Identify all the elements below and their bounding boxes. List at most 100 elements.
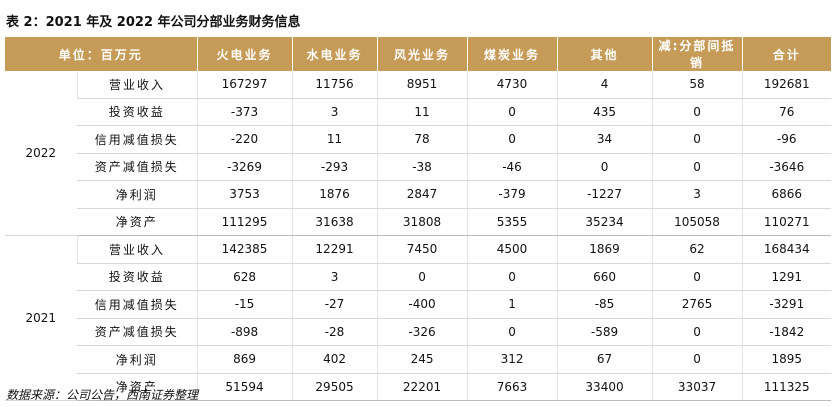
value-cell: 0 (556, 153, 653, 181)
value-cell: 31808 (376, 208, 468, 236)
row-label: 信用减值损失 (77, 125, 198, 154)
table-title: 表 2：2021 年及 2022 年公司分部业务财务信息 (6, 15, 301, 30)
value-cell: 29505 (291, 373, 378, 401)
value-cell: -28 (291, 318, 378, 346)
value-cell: 0 (466, 125, 558, 154)
value-cell: 33400 (556, 373, 653, 401)
value-cell: 7450 (376, 235, 468, 264)
value-cell: -1227 (556, 180, 653, 209)
data-row: 信用减值损失 -15 -27 -400 1 -85 2765 -3291 (5, 290, 832, 319)
row-label: 营业收入 (76, 71, 198, 99)
value-cell: 22201 (376, 373, 468, 401)
value-cell: 3 (291, 263, 378, 291)
value-cell: 110271 (741, 208, 832, 236)
value-cell: 0 (466, 98, 558, 126)
value-cell: 0 (376, 263, 468, 291)
segment-table: 单位：百万元 火电业务 水电业务 风光业务 煤炭业务 其他 减:分部间抵销 合计 2022 营业… (5, 37, 832, 401)
value-cell: 33037 (651, 373, 743, 401)
row-label: 营业收入 (76, 235, 198, 264)
value-cell: 435 (556, 98, 653, 126)
value-cell: 192681 (741, 71, 832, 99)
value-cell: 7663 (466, 373, 558, 401)
data-row: 投资收益 -373 3 11 0 435 0 76 (5, 98, 832, 126)
data-row: 信用减值损失 -220 11 78 0 34 0 -96 (5, 125, 832, 154)
value-cell: -220 (196, 125, 293, 154)
value-cell: 3 (651, 180, 743, 209)
header-cell: 水电业务 (291, 37, 378, 71)
value-cell: -379 (466, 180, 558, 209)
value-cell: 8951 (376, 71, 468, 99)
value-cell: 0 (651, 345, 743, 374)
value-cell: -1842 (741, 318, 832, 346)
value-cell: 51594 (196, 373, 293, 401)
value-cell: 3 (291, 98, 378, 126)
data-row: 净利润 3753 1876 2847 -379 -1227 3 6866 (5, 180, 832, 209)
header-cell: 其他 (556, 37, 653, 71)
header-cell: 煤炭业务 (466, 37, 558, 71)
header-cell: 风光业务 (376, 37, 468, 71)
header-cell: 火电业务 (196, 37, 293, 71)
value-cell: 0 (651, 98, 743, 126)
value-cell: -293 (291, 153, 378, 181)
value-cell: 168434 (741, 235, 832, 264)
row-label: 投资收益 (77, 263, 198, 291)
value-cell: 2765 (651, 290, 743, 319)
header-cell: 减:分部间抵销 (651, 37, 743, 71)
value-cell: 0 (651, 263, 743, 291)
data-row: 净利润 869 402 245 312 67 0 1895 (5, 345, 832, 374)
value-cell: 34 (556, 125, 653, 154)
row-label: 净资产 (77, 373, 198, 401)
value-cell: 0 (651, 125, 743, 154)
value-cell: 35234 (556, 208, 653, 236)
value-cell: 660 (556, 263, 653, 291)
value-cell: 58 (651, 71, 743, 99)
value-cell: -589 (556, 318, 653, 346)
data-row: 净资产 111295 31638 31808 5355 35234 105058 110271 (5, 208, 832, 236)
value-cell: 142385 (196, 235, 293, 264)
value-cell: 2847 (376, 180, 468, 209)
value-cell: 0 (651, 318, 743, 346)
header-cell: 单位：百万元 (5, 37, 198, 71)
source-note: 数据来源：公司公告，西南证券整理 (6, 388, 199, 402)
value-cell: -373 (196, 98, 293, 126)
value-cell: 6866 (741, 180, 832, 209)
row-label: 净利润 (77, 345, 198, 374)
value-cell: -38 (376, 153, 468, 181)
row-label: 净利润 (77, 180, 198, 209)
data-row: 资产减值损失 -3269 -293 -38 -46 0 0 -3646 (5, 153, 832, 181)
value-cell: 1876 (291, 180, 378, 209)
year-cell: 2021 (5, 235, 77, 401)
year-cell: 2022 (5, 71, 77, 236)
value-cell: 62 (651, 235, 743, 264)
value-cell: 105058 (651, 208, 743, 236)
row-label: 净资产 (77, 208, 198, 236)
value-cell: -15 (196, 290, 293, 319)
value-cell: -3269 (196, 153, 293, 181)
value-cell: 76 (741, 98, 832, 126)
table-body: 2022 营业收入 167297 11756 8951 4730 4 58 192681 投资收益… (5, 71, 832, 401)
value-cell: 628 (196, 263, 293, 291)
value-cell: 4500 (466, 235, 558, 264)
value-cell: 3753 (196, 180, 293, 209)
value-cell: 67 (556, 345, 653, 374)
data-row: 净资产 51594 29505 22201 7663 33400 33037 111325 (5, 373, 832, 401)
value-cell: 11 (291, 125, 378, 154)
value-cell: 1291 (741, 263, 832, 291)
value-cell: -46 (466, 153, 558, 181)
value-cell: -96 (741, 125, 832, 154)
header-cell: 合计 (741, 37, 832, 71)
value-cell: 111325 (741, 373, 832, 401)
value-cell: 167297 (196, 71, 293, 99)
value-cell: -400 (376, 290, 468, 319)
value-cell: 1 (466, 290, 558, 319)
row-label: 资产减值损失 (77, 318, 198, 346)
value-cell: -3646 (741, 153, 832, 181)
value-cell: -85 (556, 290, 653, 319)
value-cell: 78 (376, 125, 468, 154)
value-cell: -898 (196, 318, 293, 346)
value-cell: 4 (556, 71, 653, 99)
value-cell: 312 (466, 345, 558, 374)
header-row: 单位：百万元 火电业务 水电业务 风光业务 煤炭业务 其他 减:分部间抵销 合计 (5, 37, 832, 71)
value-cell: 0 (466, 318, 558, 346)
